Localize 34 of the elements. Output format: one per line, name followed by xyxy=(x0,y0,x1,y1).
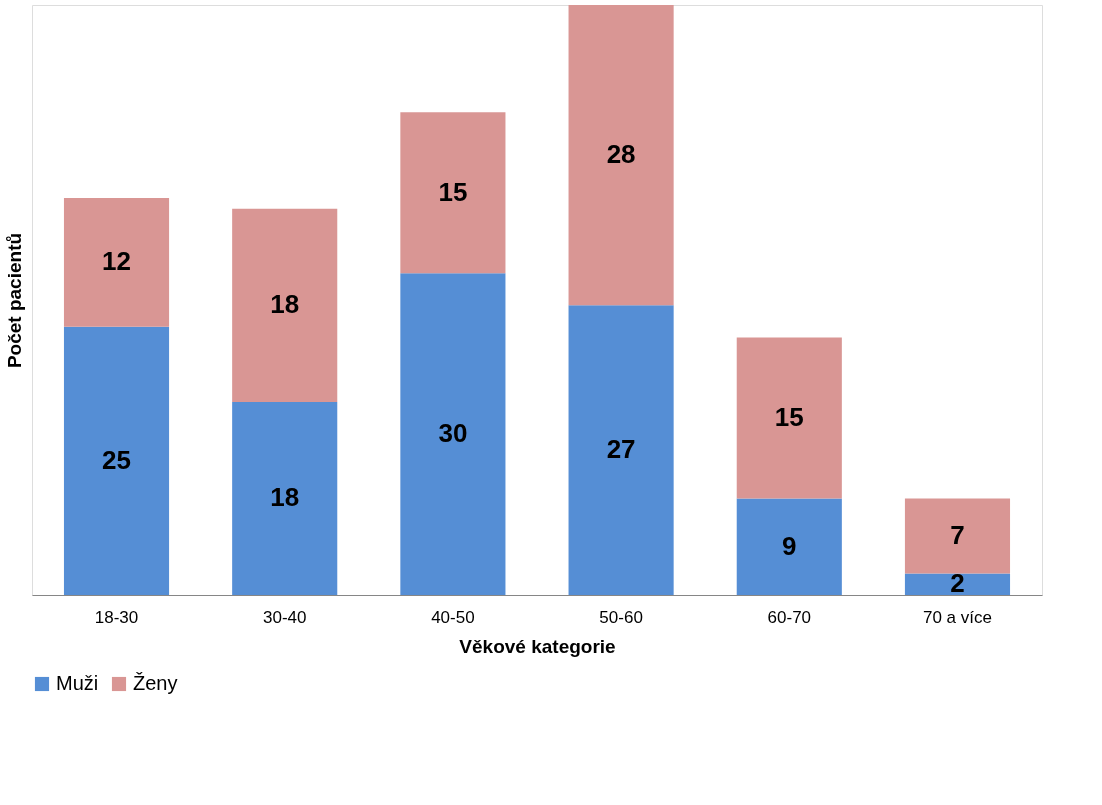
bar xyxy=(904,498,1011,574)
x-tick-label: 18-30 xyxy=(94,607,139,627)
data-label: 18 xyxy=(270,289,300,320)
x-tick-label: 40-50 xyxy=(431,607,475,627)
data-label: 12 xyxy=(102,246,131,277)
bar xyxy=(400,112,506,274)
data-label: 15 xyxy=(438,176,468,207)
data-label: 30 xyxy=(438,418,468,449)
data-label: 9 xyxy=(782,530,797,561)
x-tick-label: 30-40 xyxy=(262,607,307,627)
bar xyxy=(568,5,674,306)
legend-label: Muži xyxy=(56,672,99,694)
data-label: 25 xyxy=(102,444,131,475)
data-label: 27 xyxy=(606,434,636,465)
x-tick-label: 50-60 xyxy=(599,607,643,627)
bar xyxy=(63,198,170,327)
data-label: 2 xyxy=(950,568,965,599)
data-label: 7 xyxy=(950,520,965,550)
data-label: 28 xyxy=(606,139,636,170)
data-label: 18 xyxy=(270,482,300,513)
bar xyxy=(232,208,338,402)
y-axis-title: Počet pacientů xyxy=(3,232,25,369)
legend-label: Ženy xyxy=(133,672,178,694)
bar xyxy=(400,273,506,595)
data-label: 15 xyxy=(774,402,804,432)
bar xyxy=(736,498,842,595)
x-tick-label: 60-70 xyxy=(767,607,812,627)
bar xyxy=(904,573,1011,595)
bar xyxy=(736,337,842,499)
x-tick-label: 70 a více xyxy=(922,607,992,627)
bar xyxy=(63,326,170,595)
bar xyxy=(568,305,674,595)
x-axis-title: Věkové kategorie xyxy=(459,635,616,657)
bar xyxy=(232,401,338,595)
